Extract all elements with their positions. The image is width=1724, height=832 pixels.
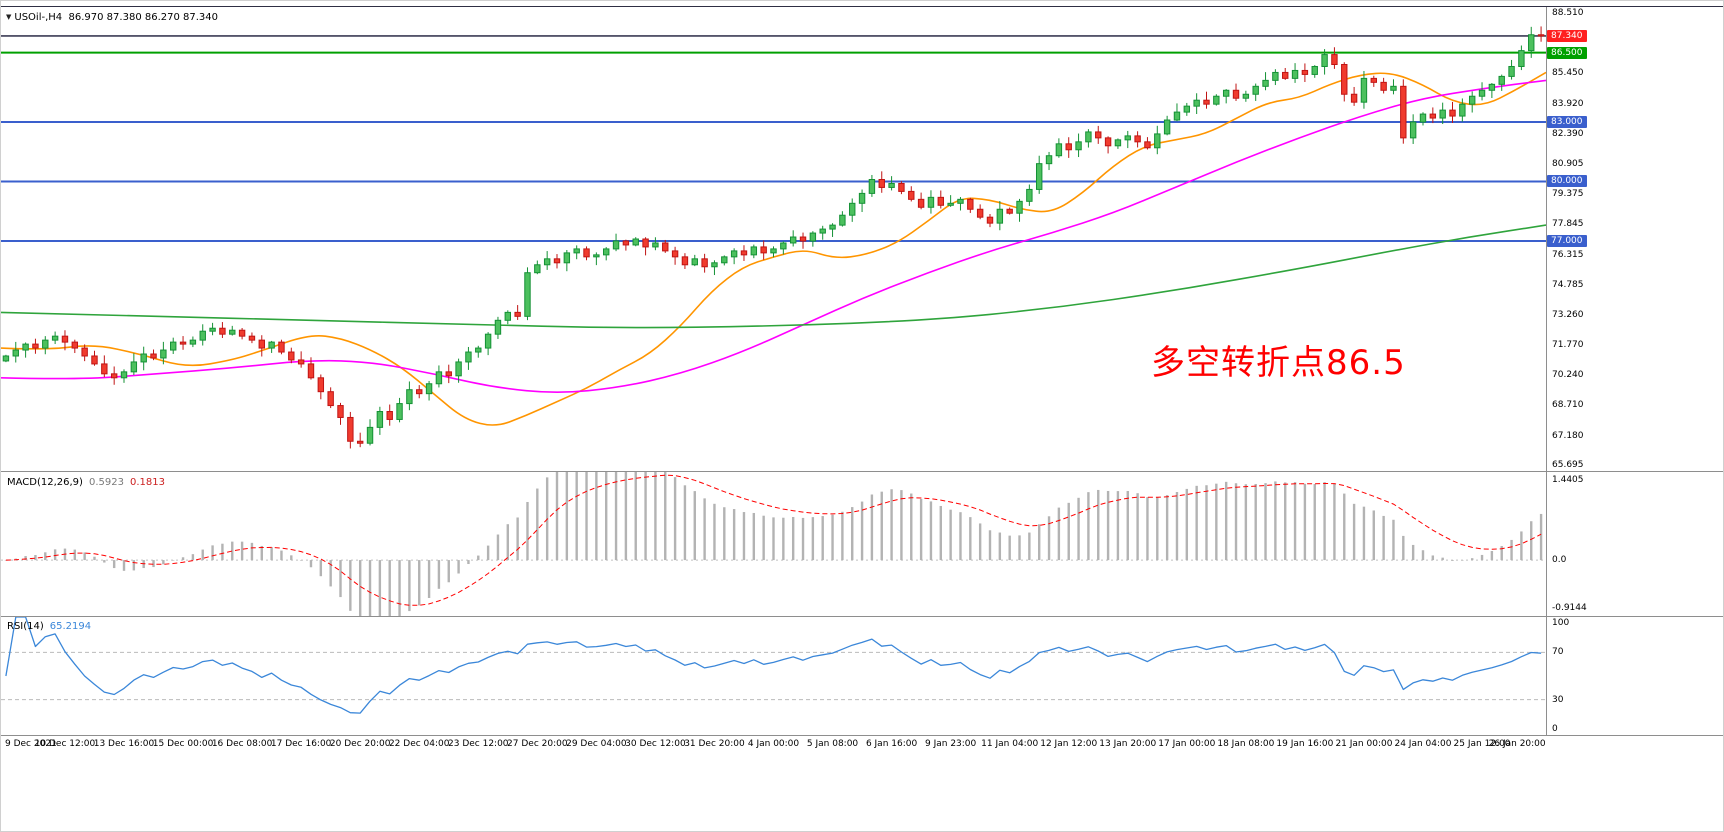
ma-fast-line — [1, 71, 1546, 426]
price-tick-label: 67.180 — [1552, 430, 1584, 441]
panel-separator[interactable] — [1, 471, 1723, 472]
price-line-badge[interactable]: 87.340 — [1547, 29, 1587, 42]
macd-label: MACD(12,26,9) 0.5923 0.1813 — [7, 477, 165, 488]
rsi-axis-label: 30 — [1552, 694, 1564, 705]
time-axis-label: 10 Dec 12:00 — [34, 739, 96, 749]
symbol-info: ▼ USOil-,H4 86.970 87.380 86.270 87.340 — [6, 12, 218, 23]
price-tick-label: 74.785 — [1552, 279, 1584, 290]
time-axis-label: 23 Dec 12:00 — [448, 739, 509, 749]
price-chart-panel[interactable] — [1, 7, 1546, 471]
price-tick-label: 79.375 — [1552, 188, 1584, 199]
time-axis-label: 17 Jan 00:00 — [1158, 739, 1216, 749]
rsi-name: RSI(14) — [7, 621, 44, 632]
macd-signal-value: 0.1813 — [129, 477, 165, 488]
time-axis-label: 13 Jan 20:00 — [1099, 739, 1157, 749]
symbol-ohlc-values: 86.970 87.380 86.270 87.340 — [68, 12, 219, 23]
rsi-axis-label: 70 — [1552, 647, 1564, 658]
rsi-axis-label: 100 — [1552, 618, 1570, 628]
ma-mid-line — [1, 79, 1546, 393]
price-scale-separator — [1546, 7, 1547, 736]
time-axis-label: 15 Dec 00:00 — [152, 739, 214, 749]
time-axis-label: 27 Dec 20:00 — [507, 739, 568, 749]
time-axis-label: 31 Dec 20:00 — [684, 739, 745, 749]
macd-main-value: 0.5923 — [88, 477, 124, 488]
symbol-label: USOil-,H4 — [14, 12, 63, 23]
macd-axis-label: 1.4405 — [1552, 475, 1584, 485]
time-axis-label: 17 Dec 16:00 — [270, 739, 332, 749]
time-axis-label: 9 Jan 23:00 — [924, 739, 977, 749]
rsi-panel[interactable] — [1, 617, 1546, 735]
time-axis-label: 22 Dec 04:00 — [388, 739, 450, 749]
time-axis-label: 26 Jan 20:00 — [1488, 739, 1546, 749]
time-axis-label: 20 Dec 20:00 — [329, 739, 391, 749]
price-line-badge[interactable]: 83.000 — [1547, 116, 1587, 128]
panel-separator[interactable] — [1, 616, 1723, 617]
price-tick-label: 88.510 — [1552, 7, 1584, 18]
price-tick-label: 71.770 — [1552, 339, 1584, 350]
price-tick-label: 82.390 — [1552, 129, 1584, 140]
time-axis-label: 16 Dec 08:00 — [211, 739, 273, 749]
time-axis-label: 30 Dec 12:00 — [625, 739, 686, 749]
price-tick-label: 76.315 — [1552, 249, 1584, 260]
time-axis-label: 5 Jan 08:00 — [806, 739, 859, 749]
price-tick-label: 68.710 — [1552, 400, 1584, 411]
price-tick-label: 70.240 — [1552, 370, 1584, 381]
price-line-badge[interactable]: 77.000 — [1547, 234, 1587, 247]
price-tick-label: 65.695 — [1552, 460, 1584, 471]
macd-panel[interactable] — [1, 472, 1546, 616]
price-tick-label: 77.845 — [1552, 219, 1584, 230]
macd-name: MACD(12,26,9) — [7, 477, 83, 488]
price-tick-label: 73.260 — [1552, 310, 1584, 321]
price-tick-label: 83.920 — [1552, 98, 1584, 109]
time-axis-label: 6 Jan 16:00 — [865, 739, 918, 749]
macd-axis-label: -0.9144 — [1552, 603, 1587, 613]
price-line-badge[interactable]: 80.000 — [1547, 175, 1587, 188]
chart-menu-icon[interactable]: ▼ — [6, 13, 12, 21]
time-axis-label: 13 Dec 16:00 — [93, 739, 155, 749]
chart-top-border — [1, 6, 1723, 7]
macd-axis-label: 0.0 — [1552, 555, 1567, 566]
time-axis-label: 25 Jan 12:00 — [1453, 739, 1511, 749]
rsi-axis-label: 0 — [1552, 724, 1558, 734]
rsi-value: 65.2194 — [49, 621, 92, 632]
price-tick-label: 85.450 — [1552, 68, 1584, 79]
ma-slow-line — [1, 224, 1546, 329]
price-line-badge[interactable]: 86.500 — [1547, 46, 1587, 59]
time-axis-label: 11 Jan 04:00 — [981, 739, 1039, 749]
time-axis-separator — [1, 735, 1723, 736]
time-axis-label: 21 Jan 00:00 — [1335, 739, 1393, 749]
time-axis-label: 12 Jan 12:00 — [1040, 739, 1098, 749]
time-axis-label: 4 Jan 00:00 — [747, 739, 800, 749]
time-axis-label: 24 Jan 04:00 — [1394, 739, 1452, 749]
time-axis-label: 29 Dec 04:00 — [566, 739, 627, 749]
time-axis-label: 19 Jan 16:00 — [1276, 739, 1334, 749]
time-axis-label: 18 Jan 08:00 — [1217, 739, 1275, 749]
chart-annotation: 多空转折点86.5 — [1151, 343, 1406, 383]
price-tick-label: 80.905 — [1552, 158, 1584, 169]
rsi-label: RSI(14) 65.2194 — [7, 621, 91, 632]
time-axis-label: 9 Dec 2021 — [5, 739, 57, 749]
